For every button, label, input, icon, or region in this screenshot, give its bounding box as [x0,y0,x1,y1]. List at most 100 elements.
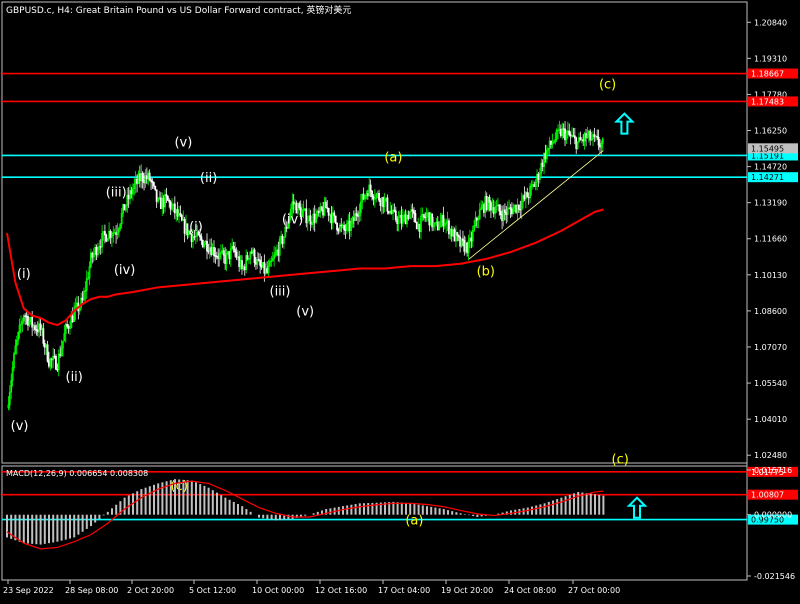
macd-signal-line [6,480,604,550]
level-tag-label: 1.14271 [751,173,784,182]
candle-body [42,328,45,344]
candle-body [238,256,241,267]
wave-label: (a) [384,150,402,165]
macd-tick-label: 0.000000 [754,511,792,520]
candle-body [386,197,389,212]
candle-body [471,230,474,242]
candle-body [316,210,319,216]
candle-body [232,245,235,250]
candle-body [201,239,204,248]
candle-body [575,137,578,149]
candle-body [138,173,141,182]
candle-body [56,369,59,371]
candle-body [245,255,248,271]
candles [7,120,604,411]
candle-body [52,355,55,361]
candle-body [186,223,189,236]
candle-body [315,215,317,223]
candle-body [214,255,217,257]
candle-body [267,265,270,273]
candle-body [517,204,520,210]
candle-body [213,247,215,256]
candle-body [105,234,108,242]
candle-body [396,219,399,224]
candle-body [67,325,70,329]
candle-body [331,212,334,224]
candle-body [397,217,400,224]
candle-body [193,236,196,238]
current-price-bg [748,143,798,154]
candle-body [250,251,253,254]
candle-body [192,236,194,242]
candle-body [459,236,462,247]
candle-body [364,195,366,200]
price-tick-label: 1.14720 [754,163,787,172]
candle-body [200,236,203,241]
candle-body [579,137,582,141]
candle-body [557,129,559,132]
candle-body [35,329,38,331]
main-frame [1,1,748,464]
candle-body [199,234,201,238]
candle-body [413,210,415,214]
candle-body [283,236,285,244]
candle-body [263,262,266,274]
candle-body [130,190,133,195]
candle-body [159,197,162,210]
candle-body [408,211,411,220]
candle-body [470,237,473,242]
candle-body [585,133,587,138]
candle-body [120,212,123,225]
time-tick-label: 2 Oct 20:00 [127,586,174,595]
price-tick-label: 1.05540 [754,379,787,388]
candle-body [590,138,593,141]
candle-body [306,220,309,224]
candle-body [301,210,304,217]
wave-label: (b) [477,264,495,279]
candle-body [576,141,579,149]
candle-body [116,231,119,235]
candle-body [119,223,122,229]
candle-body [439,221,442,228]
wave-label: (v) [174,136,192,151]
candle-body [474,217,477,226]
level-tag-label: 1.18667 [751,70,784,79]
candle-body [217,256,220,259]
candle-body [572,135,575,137]
candle-body [407,214,410,220]
current-price-label: 1.15495 [751,144,784,153]
candle-body [473,225,476,231]
wave-label: (v) [296,305,314,320]
macd-tick-label: -0.021546 [754,572,795,581]
moving-average-line [6,208,604,327]
candle-body [7,404,10,408]
candle-body [235,251,238,259]
price-tick-label: 1.19310 [754,54,787,63]
candle-body [476,217,478,221]
candle-body [15,339,18,347]
candle-body [136,178,138,184]
candle-body [313,213,316,223]
candle-body [152,182,155,187]
price-tick-label: 1.11660 [754,235,787,244]
candle-body [197,231,200,236]
time-tick-label: 23 Sep 2022 [3,586,54,595]
candle-body [141,173,144,182]
candle-body [168,200,171,203]
candle-body [83,291,85,301]
candle-body [340,224,343,227]
candle-body [34,325,36,330]
candle-body [222,250,225,256]
candle-body [260,265,263,268]
candle-body [540,162,543,174]
candle-body [21,320,24,325]
candle-body [133,183,136,189]
price-tick-label: 1.20840 [754,18,787,27]
candle-body [145,175,148,180]
candle-body [126,194,129,206]
candle-body [63,333,66,342]
level-tag-bg [748,466,798,477]
candle-body [345,223,348,231]
candle-body [259,260,262,266]
